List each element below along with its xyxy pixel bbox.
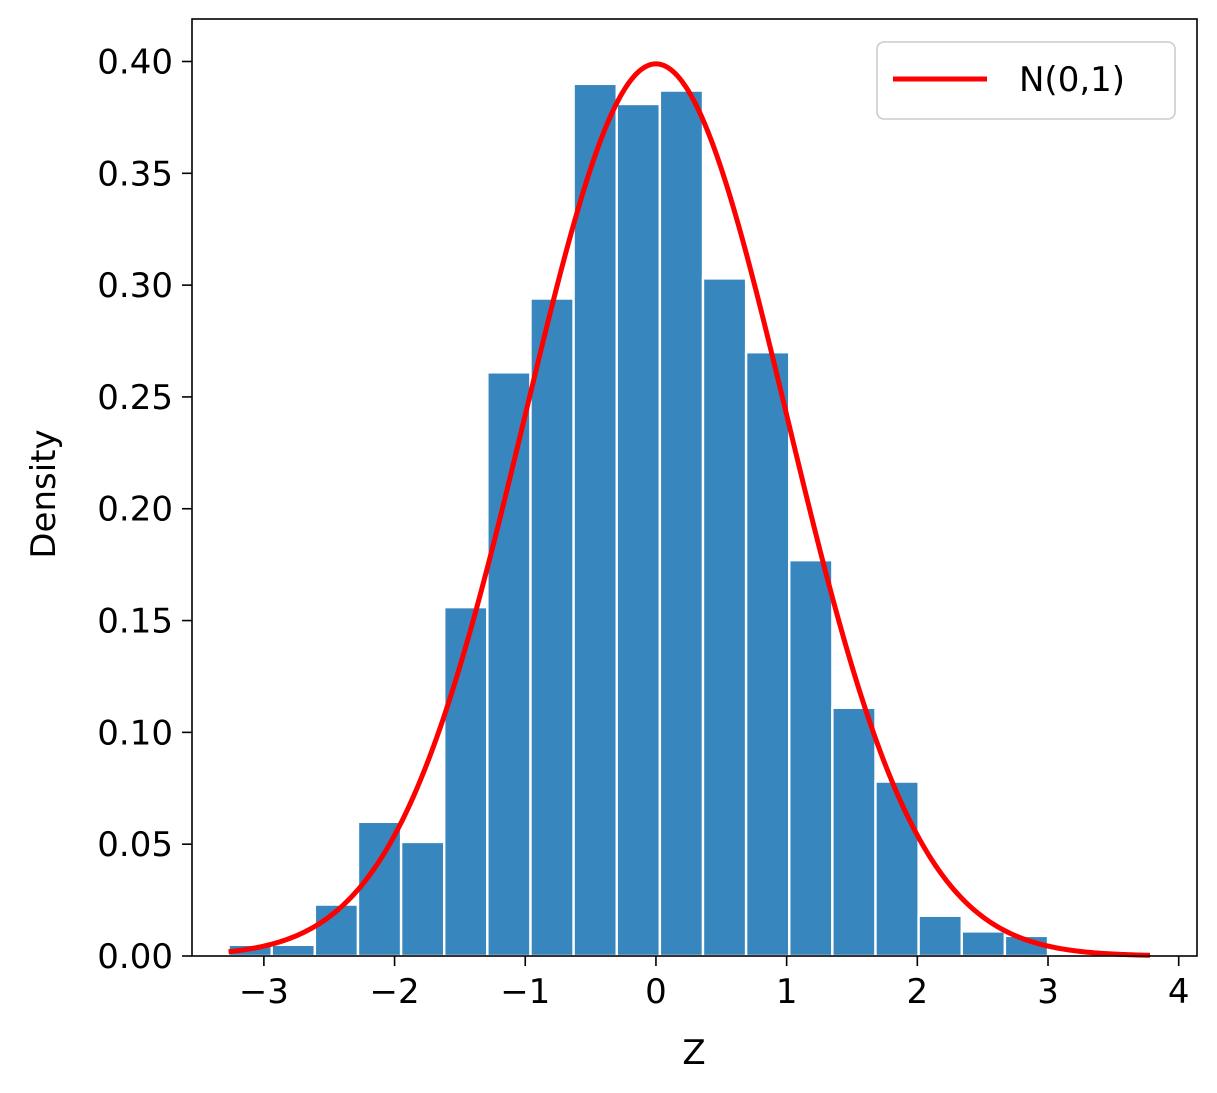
x-tick-label: 0 xyxy=(645,972,667,1012)
histogram-bar-14 xyxy=(788,558,834,958)
histogram-bar-10 xyxy=(615,102,662,958)
x-tick-label: −1 xyxy=(500,972,550,1012)
legend-label-normal-curve: N(0,1) xyxy=(1019,60,1125,100)
y-tick-label: 0.40 xyxy=(97,42,173,82)
y-tick-label: 0.00 xyxy=(97,937,173,977)
histogram-bar-17 xyxy=(917,914,963,958)
normal-curve-layer xyxy=(228,61,1151,958)
y-tick-label: 0.05 xyxy=(97,825,173,865)
histogram-bar-7 xyxy=(486,371,532,958)
histogram-bar-15 xyxy=(831,706,877,958)
histogram-bar-13 xyxy=(744,351,791,958)
x-axis-label: Z xyxy=(682,1033,705,1073)
x-tick-label: 1 xyxy=(776,972,798,1012)
histogram-bar-16 xyxy=(874,780,920,958)
x-axis-ticks: −3 −2 −1 0 1 2 3 4 xyxy=(239,956,1190,1012)
histogram-bar-4 xyxy=(356,820,403,958)
legend: N(0,1) xyxy=(876,41,1176,120)
y-tick-label: 0.30 xyxy=(97,266,173,306)
y-tick-label: 0.20 xyxy=(97,490,173,530)
legend-box xyxy=(876,41,1176,120)
plot-frame xyxy=(191,18,1198,957)
histogram-bar-8 xyxy=(529,297,575,958)
x-tick-label: 2 xyxy=(907,972,929,1012)
histogram-bar-12 xyxy=(701,277,748,958)
normal-pdf-curve xyxy=(228,61,1151,958)
y-tick-label: 0.25 xyxy=(97,378,173,418)
histogram-bars xyxy=(227,82,1050,958)
x-tick-label: −2 xyxy=(370,972,420,1012)
x-tick-label: 3 xyxy=(1037,972,1059,1012)
histogram-bar-9 xyxy=(572,82,618,958)
y-tick-label: 0.15 xyxy=(97,602,173,642)
x-tick-label: −3 xyxy=(239,972,289,1012)
x-tick-label: 4 xyxy=(1168,972,1190,1012)
y-tick-label: 0.35 xyxy=(97,154,173,194)
histogram-bar-5 xyxy=(399,840,446,958)
histogram-bar-6 xyxy=(443,605,489,958)
histogram-bar-11 xyxy=(658,89,705,958)
histogram-bar-18 xyxy=(960,930,1007,958)
y-axis-label: Density xyxy=(24,429,64,558)
y-tick-label: 0.10 xyxy=(97,713,173,753)
histogram-bar-2 xyxy=(270,943,317,958)
y-axis-ticks: 0.00 0.05 0.10 0.15 0.20 0.25 0.30 0.35 0.40 xyxy=(97,42,192,977)
